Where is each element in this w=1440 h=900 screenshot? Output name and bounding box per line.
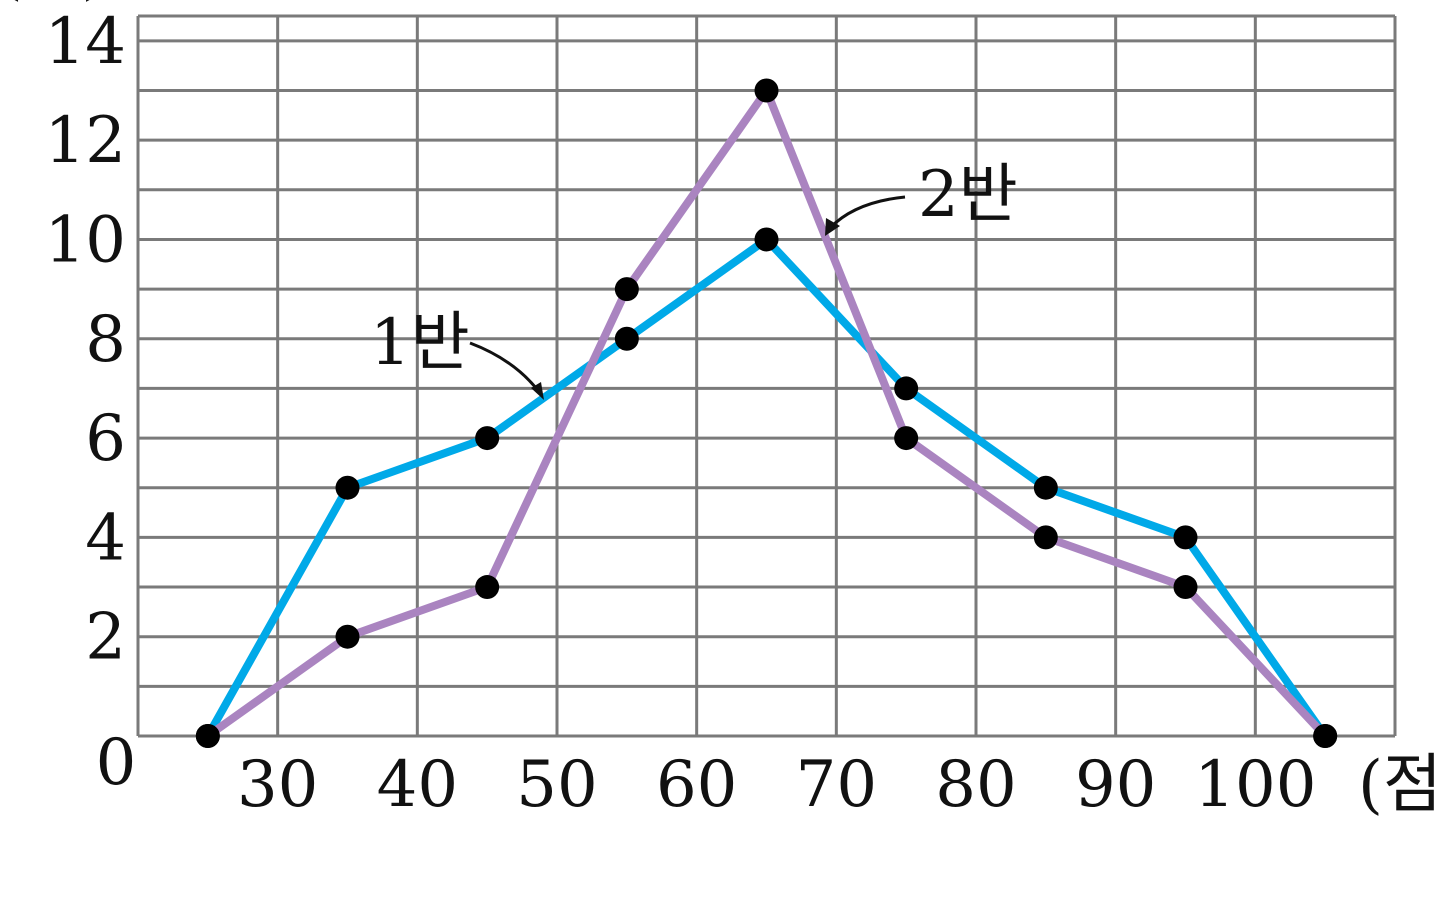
x-axis-label: (점): [1358, 748, 1440, 822]
data-point-series-2: [754, 78, 779, 103]
data-point-series-2: [1313, 724, 1338, 748]
data-point-series-1: [335, 475, 360, 500]
grid: [136, 14, 1397, 738]
data-point-series-1: [1173, 525, 1198, 550]
data-point-series-1: [754, 227, 779, 252]
series-lines: [203, 86, 1330, 740]
x-tick-label: 80: [935, 748, 1016, 822]
annotation-arrow-2: [828, 195, 906, 230]
data-point-series-2: [1173, 575, 1198, 600]
data-point-series-2: [335, 624, 360, 649]
data-point-series-1: [1033, 475, 1058, 500]
x-axis-ticks: 30 40 50 60 70 80 90 100: [237, 748, 1316, 822]
y-tick-label: 12: [45, 104, 126, 178]
annotation-arrowhead-2: [825, 218, 840, 236]
annotation-label-1: 1반: [370, 306, 470, 380]
y-axis-label: (명): [0, 0, 106, 8]
x-tick-label: 50: [516, 748, 597, 822]
y-tick-label: 2: [85, 601, 126, 675]
y-tick-label: 8: [85, 303, 126, 377]
series-line-2: [203, 86, 1330, 740]
x-tick-label: 100: [1194, 748, 1316, 822]
data-point-series-1: [475, 426, 500, 451]
annotation-label-2: 2반: [918, 158, 1018, 232]
x-tick-label: 40: [377, 748, 458, 822]
data-point-series-2: [1033, 525, 1058, 550]
data-point-series-1: [894, 376, 919, 401]
data-point-series-1: [614, 326, 639, 351]
y-axis-ticks: 0 2 4 6 8 10 12 14: [45, 5, 137, 800]
y-tick-label: 6: [85, 402, 126, 476]
annotation-arrow-1: [469, 341, 542, 394]
x-tick-label: 70: [796, 748, 877, 822]
data-point-series-2: [614, 277, 639, 302]
x-tick-label: 60: [656, 748, 737, 822]
y-tick-label: 4: [85, 501, 126, 575]
y-tick-label: 10: [45, 203, 126, 277]
x-tick-label: 90: [1075, 748, 1156, 822]
series-annotations: 1반 2반: [370, 158, 1018, 400]
x-tick-label: 30: [237, 748, 318, 822]
data-point-series-2: [195, 724, 220, 748]
data-point-series-2: [475, 575, 500, 600]
data-points: [195, 78, 1338, 748]
y-tick-label: 0: [96, 726, 137, 800]
y-tick-label: 14: [45, 5, 126, 79]
data-point-series-2: [894, 426, 919, 451]
annotation-arrowhead-1: [531, 382, 544, 400]
